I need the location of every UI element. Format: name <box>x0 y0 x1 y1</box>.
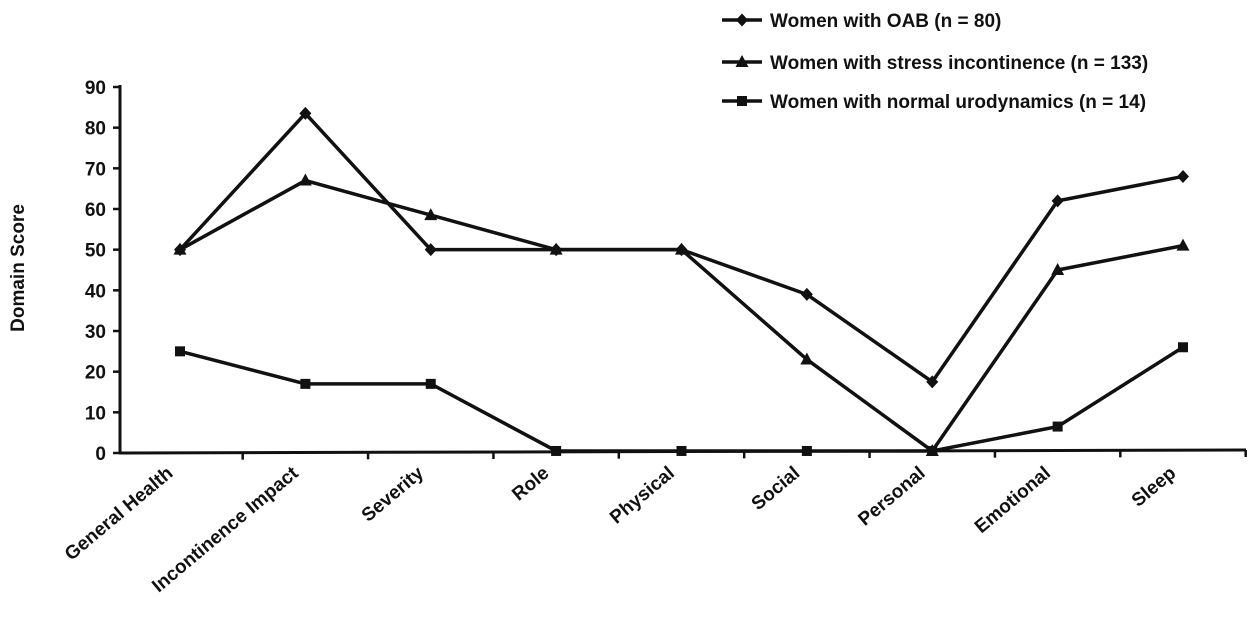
y-tick-label: 20 <box>85 363 106 384</box>
data-point-square <box>551 445 562 456</box>
data-point-triangle <box>675 242 688 255</box>
data-point-square <box>676 445 687 456</box>
legend-marker-triangle <box>735 55 749 67</box>
x-tick-label: Emotional <box>971 463 1055 538</box>
series-layer <box>173 106 1190 456</box>
series-line <box>179 178 1184 454</box>
x-tick-label: Social <box>748 463 804 515</box>
x-tick-label: Physical <box>606 463 679 529</box>
data-point-triangle <box>1176 238 1190 251</box>
legend-label: Women with normal urodynamics (n = 14) <box>770 92 1146 113</box>
series-square <box>175 342 1188 456</box>
x-tick-label: Role <box>508 463 553 506</box>
data-point-square <box>300 378 311 389</box>
y-tick-label: 90 <box>85 78 106 99</box>
data-point-square <box>425 378 436 389</box>
legend-item: Women with normal urodynamics (n = 14) <box>722 92 1146 113</box>
series-line <box>179 345 1184 453</box>
data-point-triangle <box>424 208 438 221</box>
y-tick-label: 40 <box>85 281 106 302</box>
series-triangle <box>173 173 1190 456</box>
data-point-triangle <box>298 173 312 186</box>
data-point-square <box>927 445 938 456</box>
y-tick-label: 10 <box>85 403 106 424</box>
legend: Women with OAB (n = 80) Women with stress… <box>722 11 1148 113</box>
data-point-diamond <box>800 287 813 301</box>
data-point-diamond <box>926 375 939 389</box>
data-point-diamond <box>1177 169 1189 183</box>
legend-label: Women with OAB (n = 80) <box>770 11 1001 32</box>
data-point-diamond <box>299 106 312 120</box>
y-axis-title: Domain Score <box>8 204 29 332</box>
y-tick-label: 0 <box>95 444 106 465</box>
data-point-square <box>1052 421 1063 432</box>
data-point-triangle <box>800 352 814 365</box>
data-point-square <box>1178 342 1188 353</box>
legend-item: Women with OAB (n = 80) <box>722 11 1001 32</box>
x-tick-label: General Health <box>61 463 177 565</box>
data-point-triangle <box>173 242 187 255</box>
data-point-diamond <box>424 243 437 257</box>
data-point-triangle <box>549 242 563 255</box>
x-tick-label: Personal <box>854 463 929 531</box>
legend-label: Women with stress incontinence (n = 133) <box>770 53 1148 74</box>
data-point-square <box>175 346 185 357</box>
x-tick-label: Severity <box>358 462 428 526</box>
x-tick-label: Sleep <box>1128 463 1180 512</box>
legend-marker-square <box>737 96 747 106</box>
legend-marker-diamond <box>736 13 748 27</box>
data-point-square <box>801 445 812 456</box>
y-tick-label: 70 <box>85 159 106 180</box>
data-point-triangle <box>1051 263 1065 275</box>
y-tick-label: 80 <box>85 119 106 140</box>
y-tick-label: 60 <box>85 200 106 221</box>
legend-item: Women with stress incontinence (n = 133) <box>722 53 1148 74</box>
y-tick-label: 50 <box>85 241 106 262</box>
data-point-diamond <box>1051 194 1064 208</box>
y-tick-label: 30 <box>85 322 106 343</box>
